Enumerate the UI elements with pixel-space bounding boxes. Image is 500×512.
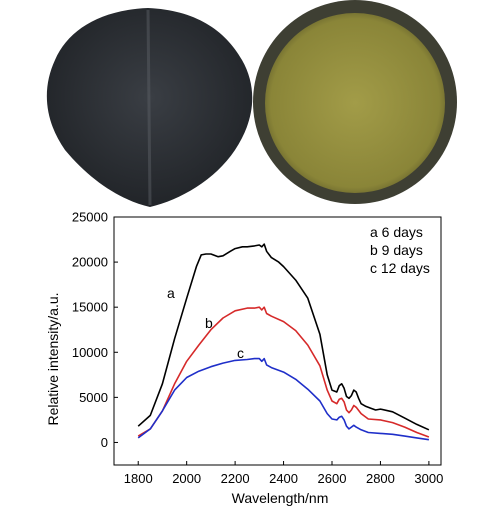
curve-label-b: b: [205, 315, 213, 331]
series-line-b: [137, 306, 430, 438]
legend-entry-a: a 6 days: [370, 224, 423, 240]
yellow-sample-disk: [265, 13, 445, 193]
x-tick-label: 2400: [269, 471, 298, 486]
x-tick-label: 2000: [172, 471, 201, 486]
x-tick-label: 2800: [366, 471, 395, 486]
x-tick-label: 2600: [318, 471, 347, 486]
x-axis-title: Wavelength/nm: [232, 490, 329, 506]
legend-entry-b: b 9 days: [370, 242, 423, 258]
series-curves: [137, 243, 430, 441]
curve-label-c: c: [237, 345, 244, 361]
axes: 1800 2000 2200 2400 2600 2800 3000 0 5000 10000 15…: [72, 210, 444, 487]
y-tick-label: 25000: [72, 210, 108, 225]
series-line-a: [137, 243, 430, 431]
x-tick-label: 3000: [414, 471, 443, 486]
plot-area: [113, 216, 442, 466]
curve-label-a: a: [167, 285, 175, 301]
series-line-c: [137, 357, 430, 441]
y-tick-label: 15000: [72, 300, 108, 315]
plot-frame: [113, 216, 442, 466]
sample-photos: [46, 0, 457, 207]
x-tick-label: 2200: [221, 471, 250, 486]
y-axis-title: Relative intensity/a.u.: [45, 292, 61, 425]
spectra-chart: 1800 2000 2200 2400 2600 2800 3000 0 5000 10000 15…: [45, 210, 444, 507]
dark-disk-crease: [146, 9, 152, 206]
y-tick-label: 20000: [72, 255, 108, 270]
y-tick-label: 10000: [72, 345, 108, 360]
y-tick-label: 0: [101, 435, 108, 450]
y-tick-label: 5000: [79, 390, 108, 405]
x-tick-label: 1800: [124, 471, 153, 486]
legend-entry-c: c 12 days: [370, 260, 430, 276]
